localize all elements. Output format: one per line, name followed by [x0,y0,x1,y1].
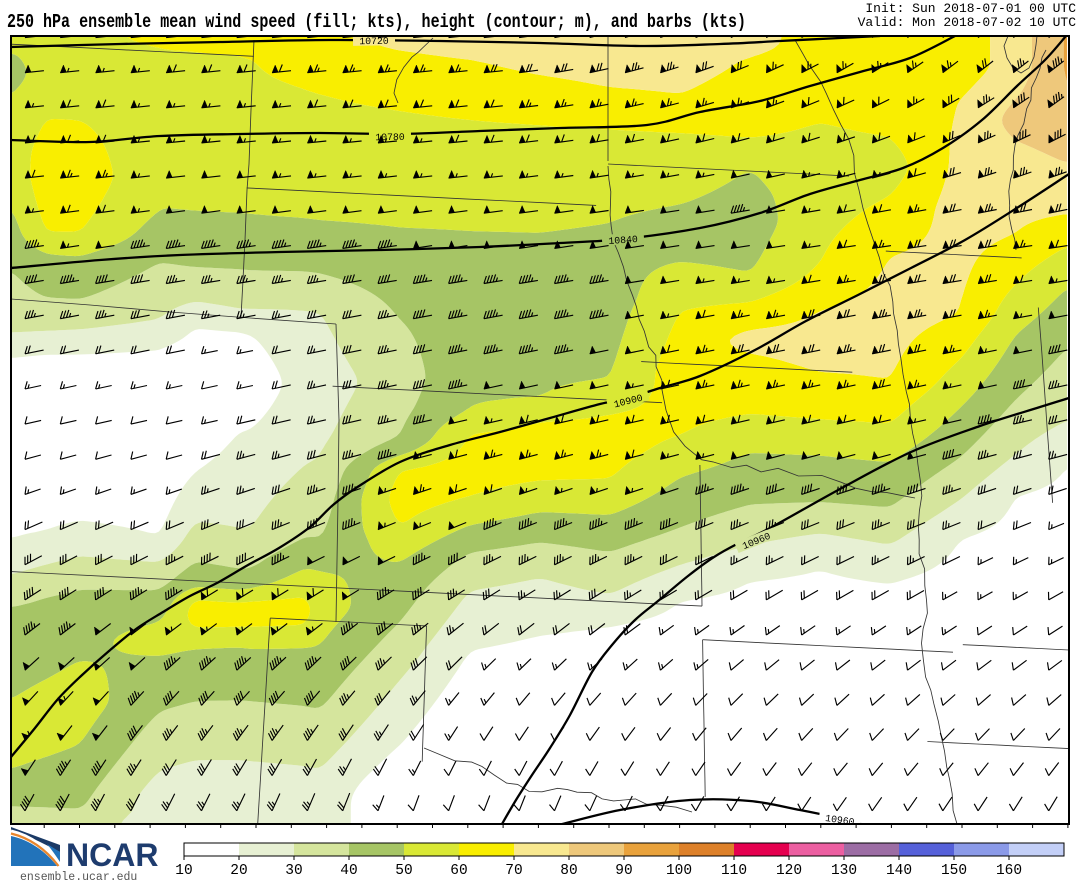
svg-text:70: 70 [505,863,522,879]
svg-text:60: 60 [450,863,467,879]
svg-text:80: 80 [560,863,577,879]
svg-text:130: 130 [831,863,857,879]
svg-text:10960: 10960 [824,813,855,828]
svg-text:NCAR: NCAR [66,837,158,873]
svg-text:Valid: Mon 2018-07-02 10 UTC: Valid: Mon 2018-07-02 10 UTC [858,15,1077,30]
svg-text:150: 150 [941,863,967,879]
svg-text:140: 140 [886,863,912,879]
svg-text:Init: Sun 2018-07-01 00 UTC: Init: Sun 2018-07-01 00 UTC [865,1,1076,16]
svg-text:100: 100 [666,863,692,879]
svg-text:10: 10 [175,863,192,879]
svg-text:ensemble.ucar.edu: ensemble.ucar.edu [20,871,137,884]
svg-text:30: 30 [285,863,302,879]
svg-text:110: 110 [721,863,747,879]
svg-text:10780: 10780 [375,132,405,144]
svg-text:250 hPa ensemble mean wind spe: 250 hPa ensemble mean wind speed (fill; … [7,13,746,34]
svg-text:10840: 10840 [608,234,638,247]
svg-text:20: 20 [230,863,247,879]
svg-text:50: 50 [395,863,412,879]
svg-text:10720: 10720 [359,36,389,48]
svg-text:40: 40 [340,863,357,879]
svg-text:160: 160 [996,863,1022,879]
svg-text:90: 90 [615,863,632,879]
svg-text:120: 120 [776,863,802,879]
